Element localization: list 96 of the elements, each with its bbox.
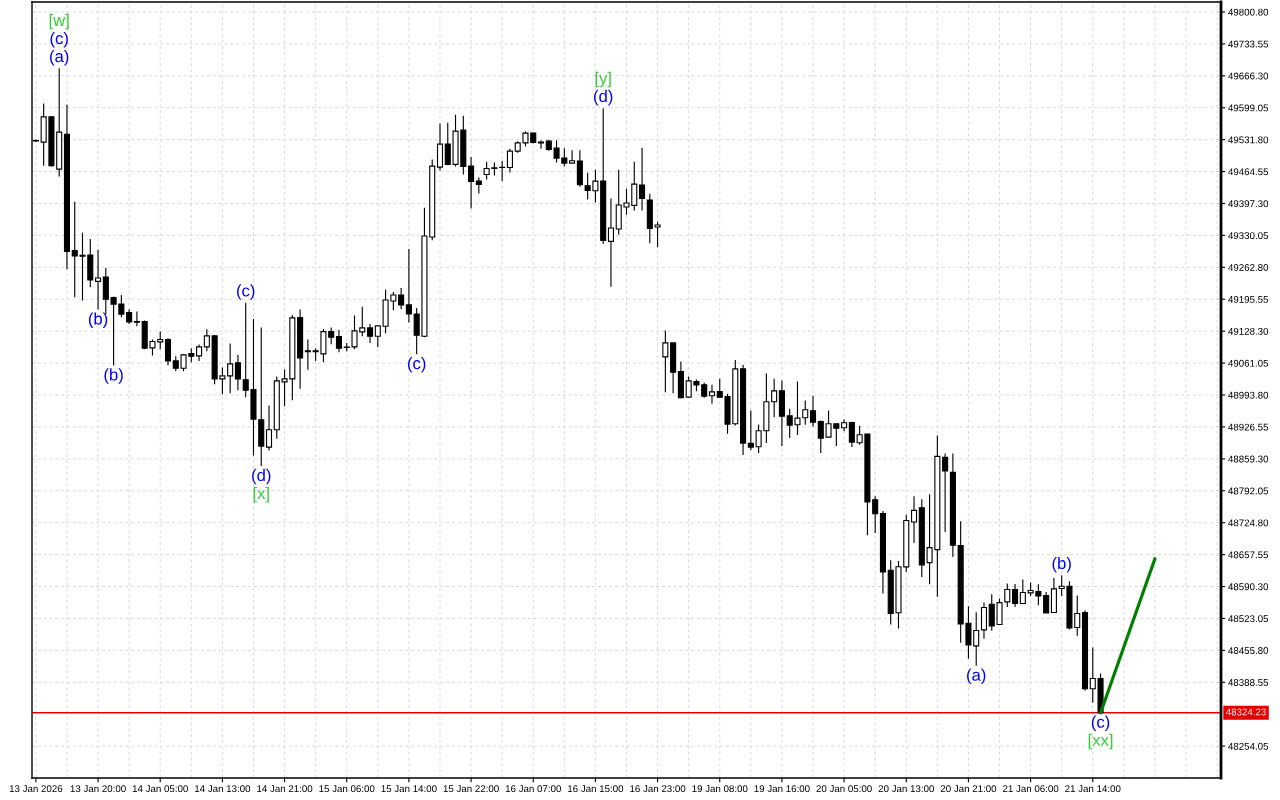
x-tick-label: 19 Jan 08:00	[692, 785, 748, 793]
x-tick-label: 14 Jan 13:00	[195, 785, 251, 793]
candlestick	[841, 418, 848, 432]
candlestick	[335, 329, 343, 353]
candlestick	[740, 364, 747, 456]
y-tick-label: 48590.30	[1228, 583, 1269, 591]
candlestick	[304, 339, 311, 371]
y-tick-label: 48657.55	[1228, 551, 1269, 559]
candlestick	[942, 452, 949, 533]
x-tick-label: 16 Jan 23:00	[630, 785, 686, 793]
y-tick-label: 49531.80	[1228, 136, 1269, 144]
candlestick	[468, 156, 475, 209]
annotation: [y]	[595, 71, 611, 88]
y-tick-label: 49262.80	[1228, 264, 1269, 271]
y-tick-label: 48926.55	[1228, 423, 1269, 431]
y-tick-label: 48993.80	[1228, 391, 1269, 399]
x-tick-label: 15 Jan 14:00	[381, 785, 437, 793]
candlestick	[949, 452, 956, 558]
annotation: (b)	[1052, 556, 1071, 573]
x-tick-label: 13 Jan 20:00	[70, 785, 126, 793]
y-tick-label: 49666.30	[1228, 72, 1269, 80]
y-tick-label: 48792.05	[1228, 487, 1269, 495]
x-tick-label: 16 Jan 07:00	[505, 785, 561, 793]
candlestick	[662, 329, 669, 393]
candlestick	[63, 104, 71, 270]
x-tick-label: 14 Jan 21:00	[257, 785, 313, 793]
candlestick	[475, 176, 482, 194]
candlestick	[910, 495, 918, 544]
candlestick	[436, 122, 444, 172]
x-tick-label: 15 Jan 22:00	[443, 785, 499, 793]
ref-line-label: 48324.23	[1225, 708, 1266, 716]
candlestick	[778, 379, 785, 447]
y-tick-label: 49397.30	[1228, 200, 1269, 208]
candlestick	[506, 148, 513, 174]
annotation: [xx]	[1088, 733, 1113, 750]
y-tick-label: 48724.80	[1228, 519, 1269, 527]
y-tick-label: 48859.30	[1228, 455, 1269, 463]
candlestick	[265, 404, 273, 452]
annotation: (a)	[967, 668, 986, 685]
annotation: (b)	[104, 368, 123, 384]
candlestick	[576, 149, 583, 188]
y-tick-label: 48254.05	[1228, 742, 1269, 750]
candlestick	[95, 249, 102, 311]
candlestick	[1050, 577, 1057, 614]
annotation: (c)	[407, 357, 426, 373]
annotation: (c)	[237, 284, 255, 300]
candlestick	[677, 360, 684, 400]
x-tick-label: 19 Jan 16:00	[754, 785, 810, 793]
candlestick	[639, 147, 646, 211]
x-tick-label: 20 Jan 05:00	[816, 785, 872, 793]
y-tick-label: 49330.05	[1228, 232, 1269, 240]
candlestick	[1012, 583, 1019, 608]
candlestick	[164, 337, 172, 366]
y-tick-label: 48388.55	[1228, 679, 1269, 686]
candlestick	[670, 341, 677, 394]
annotation: (a)	[50, 49, 69, 66]
annotation: (d)	[594, 89, 613, 106]
y-tick-label: 49061.05	[1228, 359, 1269, 367]
x-tick-label: 15 Jan 06:00	[319, 785, 375, 793]
candlestick	[848, 421, 855, 448]
y-tick-label: 49195.55	[1228, 295, 1269, 303]
x-tick-label: 13 Jan 2026	[9, 785, 63, 793]
candlestick	[607, 197, 614, 288]
y-tick-label: 49599.05	[1228, 104, 1269, 112]
y-tick-label: 49464.55	[1228, 168, 1269, 176]
annotation: [x]	[253, 486, 269, 503]
candlestick	[398, 287, 405, 310]
candlestick	[133, 311, 140, 327]
y-tick-label: 49128.30	[1228, 327, 1269, 335]
candlestick	[405, 248, 412, 324]
y-tick-label: 49800.80	[1228, 8, 1269, 16]
x-tick-label: 20 Jan 21:00	[940, 785, 997, 793]
candlestick	[234, 354, 241, 391]
candlestick	[809, 395, 817, 427]
annotation: (d)	[252, 468, 271, 485]
x-tick-label: 14 Jan 05:00	[132, 785, 188, 793]
annotation: (c)	[50, 31, 68, 48]
candlestick	[1081, 609, 1089, 692]
candlestick	[196, 343, 203, 362]
annotation: (b)	[88, 312, 108, 328]
y-tick-label: 49733.55	[1228, 40, 1269, 48]
y-tick-label: 48523.05	[1228, 615, 1269, 623]
candlestick	[297, 309, 304, 390]
candlestick	[537, 139, 545, 150]
candlestick	[367, 323, 374, 344]
annotation: [w]	[49, 13, 69, 30]
x-tick-label: 21 Jan 14:00	[1065, 785, 1121, 793]
candlestick	[879, 510, 886, 595]
candlestick	[708, 384, 716, 405]
candlestick	[569, 149, 576, 165]
x-tick-label: 21 Jan 06:00	[1002, 785, 1059, 793]
annotation: (c)	[1091, 715, 1110, 732]
candlestick	[980, 602, 988, 640]
y-tick-label: 48455.80	[1228, 647, 1269, 654]
x-tick-label: 20 Jan 13:00	[878, 785, 934, 793]
x-tick-label: 16 Jan 15:00	[568, 785, 624, 793]
